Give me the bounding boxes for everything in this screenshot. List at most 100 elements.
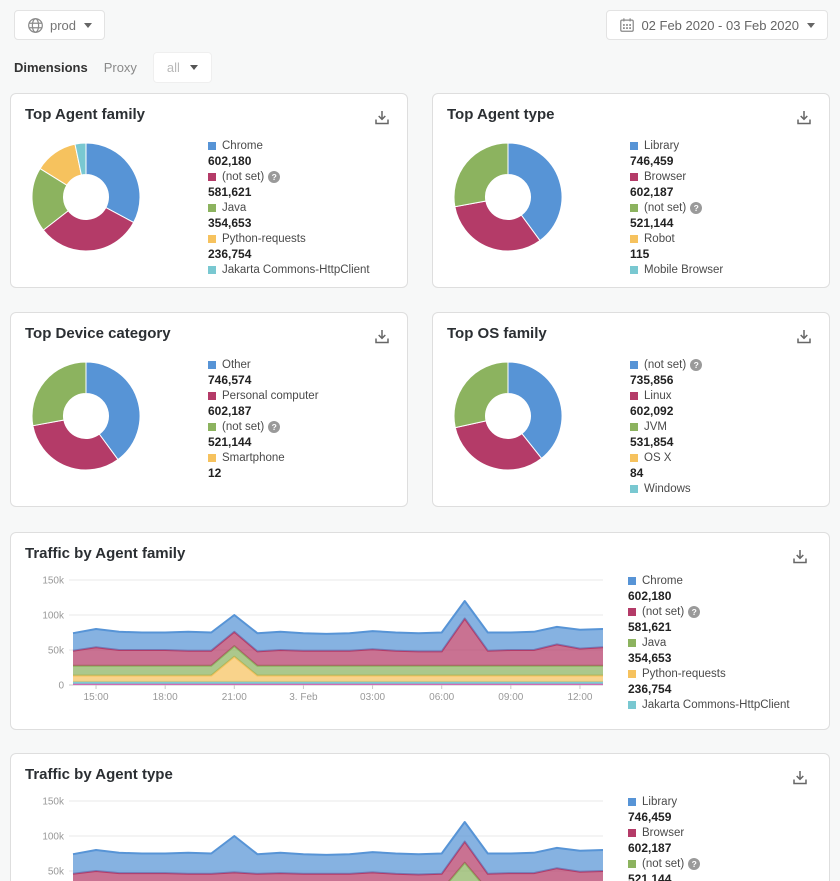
legend-item[interactable]: Browser 602,187 [630, 169, 723, 200]
legend-item[interactable]: Robot 115 [630, 231, 723, 262]
legend-item[interactable]: Java 354,653 [628, 635, 790, 666]
legend-item[interactable]: Chrome 602,180 [628, 573, 790, 604]
proxy-filter-dropdown[interactable]: all [152, 51, 212, 83]
legend-item[interactable]: (not set)? 521,144 [208, 419, 319, 450]
legend-item[interactable]: (not set)? 521,144 [628, 856, 721, 881]
download-button[interactable] [371, 327, 393, 349]
download-icon [375, 329, 389, 343]
legend-item[interactable]: Java 354,653 [208, 200, 370, 231]
legend-item[interactable]: Library 746,459 [628, 794, 721, 825]
legend-label: Windows [644, 482, 691, 495]
legend-item[interactable]: (not set)? 581,621 [628, 604, 790, 635]
environment-label: prod [50, 17, 77, 33]
legend-label: Jakarta Commons-HttpClient [222, 263, 370, 276]
legend-item[interactable]: Python-requests 236,754 [208, 231, 370, 262]
chart-legend: Other 746,574 Personal computer 602,187 (not… [208, 357, 319, 481]
help-icon[interactable]: ? [688, 857, 701, 870]
download-button[interactable] [371, 108, 393, 130]
legend-item[interactable]: Python-requests 236,754 [628, 666, 790, 697]
legend-swatch [208, 234, 216, 243]
legend-label: Chrome [642, 574, 683, 587]
card-title: Top Agent type [447, 106, 555, 123]
legend-swatch [628, 669, 636, 678]
filter-bar: Dimensions Proxy all [14, 51, 212, 83]
card-title: Traffic by Agent family [25, 545, 186, 562]
legend-item[interactable]: (not set)? 521,144 [630, 200, 723, 231]
card-traffic-agent-family: Traffic by Agent family 0 50k 100k 150k 15:0… [10, 532, 830, 730]
legend-label: (not set) [642, 857, 685, 870]
legend-label: Python-requests [642, 667, 726, 680]
legend-item[interactable]: Linux 602,092 [630, 388, 702, 419]
legend-item[interactable]: Windows [630, 481, 702, 496]
legend-item[interactable]: Mobile Browser [630, 262, 723, 277]
svg-text:15:00: 15:00 [84, 692, 109, 703]
download-button[interactable] [789, 768, 811, 790]
card-title: Top Device category [25, 325, 171, 342]
download-icon [793, 549, 807, 563]
legend-label: Python-requests [222, 232, 306, 245]
chart-legend: Chrome 602,180 (not set)? 581,621 Java 354,65… [208, 138, 370, 277]
legend-item[interactable]: (not set)? 735,856 [630, 357, 703, 388]
legend-swatch [630, 422, 638, 431]
legend-label: Library [642, 795, 678, 808]
legend-swatch [208, 391, 216, 400]
help-icon[interactable]: ? [690, 201, 703, 214]
help-icon[interactable]: ? [688, 605, 701, 618]
download-button[interactable] [789, 547, 811, 569]
download-button[interactable] [793, 108, 815, 130]
legend-label: Other [222, 358, 251, 371]
legend-item[interactable]: Jakarta Commons-HttpClient [208, 262, 370, 277]
legend-label: Jakarta Commons-HttpClient [642, 698, 790, 711]
help-icon[interactable]: ? [268, 420, 281, 433]
legend-item[interactable]: Smartphone 12 [208, 450, 319, 481]
legend-label: (not set) [644, 201, 687, 214]
legend-label: JVM [644, 420, 667, 433]
legend-label: Java [222, 201, 247, 214]
date-range-picker[interactable]: 02 Feb 2020 - 03 Feb 2020 [606, 10, 828, 40]
legend-value: 602,187 [630, 185, 674, 199]
legend-label: Library [644, 139, 680, 152]
legend-label: (not set) [642, 605, 685, 618]
legend-item[interactable]: (not set)? 581,621 [208, 169, 370, 200]
legend-label: Robot [644, 232, 675, 245]
legend-label: (not set) [222, 170, 265, 183]
legend-value: 236,754 [208, 247, 252, 261]
legend-label: Smartphone [222, 451, 285, 464]
svg-text:50k: 50k [48, 646, 65, 657]
environment-selector[interactable]: prod [14, 10, 106, 40]
help-icon[interactable]: ? [268, 170, 281, 183]
svg-text:03:00: 03:00 [360, 692, 385, 703]
svg-text:50k: 50k [48, 867, 65, 878]
legend-swatch [208, 360, 216, 369]
legend-item[interactable]: Chrome 602,180 [208, 138, 370, 169]
legend-item[interactable]: Jakarta Commons-HttpClient [628, 697, 790, 712]
legend-item[interactable]: Other 746,574 [208, 357, 319, 388]
chart-legend: Library 746,459 Browser 602,187 (not set)? 52… [630, 138, 723, 277]
legend-item[interactable]: Personal computer 602,187 [208, 388, 319, 419]
chart-legend: Chrome 602,180 (not set)? 581,621 Java 354,65… [628, 573, 790, 712]
legend-value: 602,180 [208, 154, 252, 168]
legend-item[interactable]: Browser 602,187 [628, 825, 721, 856]
legend-swatch [208, 422, 216, 431]
help-icon[interactable]: ? [690, 358, 703, 371]
legend-item[interactable]: JVM 531,854 [630, 419, 702, 450]
legend-swatch [630, 360, 638, 369]
globe-icon [28, 17, 43, 33]
legend-item[interactable]: Library 746,459 [630, 138, 723, 169]
legend-swatch [630, 391, 638, 400]
legend-swatch [628, 607, 636, 616]
legend-item[interactable]: OS X 84 [630, 450, 702, 481]
svg-text:100k: 100k [42, 611, 65, 622]
legend-label: Linux [644, 389, 672, 402]
card-top-device-category: Top Device category Other 746,574 Personal… [10, 312, 408, 507]
legend-swatch [630, 234, 638, 243]
svg-text:18:00: 18:00 [153, 692, 178, 703]
chevron-down-icon [807, 22, 815, 28]
proxy-filter-value: all [166, 59, 180, 75]
download-icon [793, 770, 807, 784]
download-button[interactable] [793, 327, 815, 349]
card-title: Traffic by Agent type [25, 766, 173, 783]
legend-value: 115 [630, 247, 650, 261]
